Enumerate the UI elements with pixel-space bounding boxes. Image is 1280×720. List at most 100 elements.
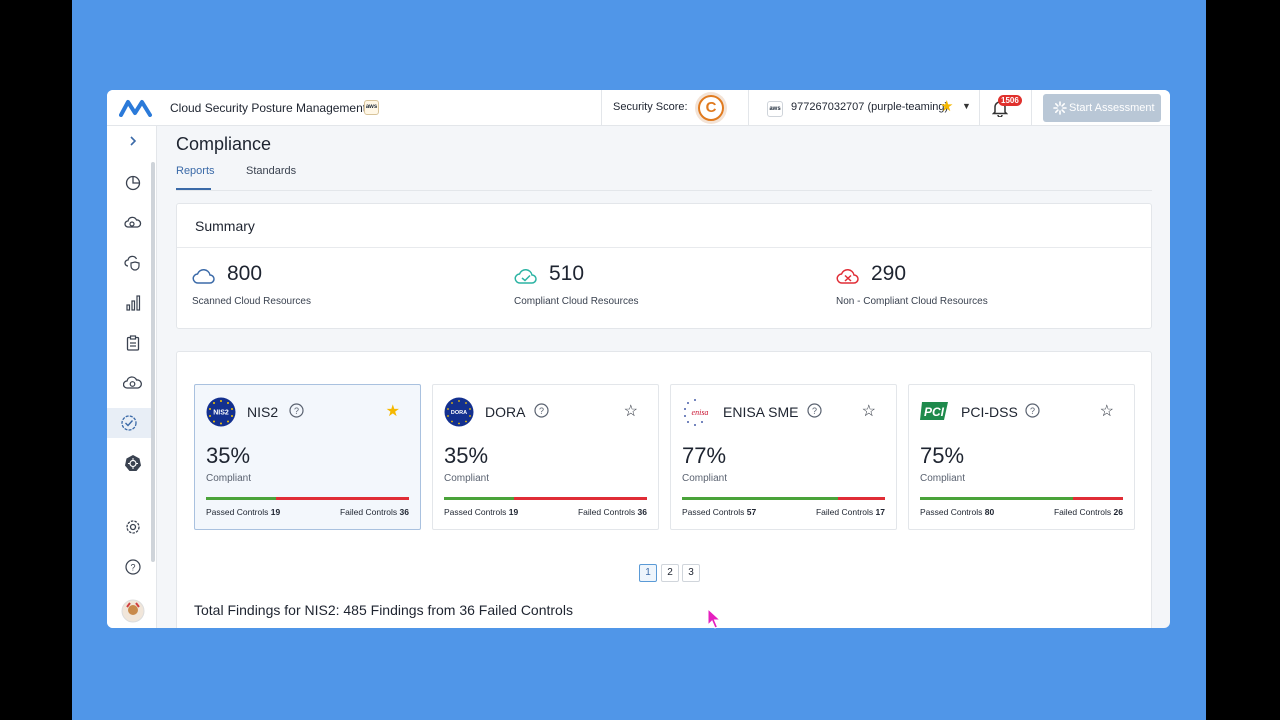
favorite-star-outline-icon[interactable]: ☆ [861, 403, 876, 420]
sidebar-item-reports[interactable] [115, 328, 151, 358]
passed-controls: Passed Controls 19 [206, 507, 281, 517]
total-findings-heading: Total Findings for NIS2: 485 Findings fr… [194, 602, 573, 618]
compliance-progress-bar [682, 497, 885, 500]
nis2-logo-text: NIS2 [213, 410, 229, 417]
kubernetes-icon [125, 455, 141, 471]
main-content: Compliance Reports Standards Summary 800… [158, 126, 1170, 628]
start-assessment-label: Start Assessment [1069, 102, 1155, 114]
stat-label: Compliant Cloud Resources [514, 296, 639, 307]
sidebar-item-settings[interactable] [115, 512, 151, 542]
sidebar-item-kubernetes[interactable] [115, 448, 151, 478]
stat-value: 290 [871, 262, 907, 285]
cloud-search-icon [123, 376, 142, 389]
stat-label: Non - Compliant Cloud Resources [836, 296, 988, 307]
standard-name: DORA [485, 404, 526, 420]
standard-name: NIS2 [247, 404, 279, 420]
sidebar-item-compliance[interactable] [107, 408, 151, 438]
user-avatar[interactable] [115, 596, 151, 626]
sidebar-item-analytics[interactable] [115, 288, 151, 318]
compliant-label: Compliant [920, 473, 966, 484]
compliant-label: Compliant [444, 473, 490, 484]
pagination-page-3[interactable]: 3 [682, 564, 700, 582]
sidebar-item-cloud-discovery[interactable] [115, 368, 151, 398]
pci-logo-icon: PCI [920, 402, 948, 420]
stat-value: 800 [227, 262, 263, 285]
help-icon[interactable]: ? [289, 403, 304, 418]
dora-logo-text: DORA [451, 410, 467, 416]
divider [601, 90, 602, 126]
svg-text:?: ? [539, 406, 544, 416]
passed-controls: Passed Controls 19 [444, 507, 519, 517]
account-favorite-star-icon[interactable]: ★ [940, 98, 954, 115]
favorite-star-outline-icon[interactable]: ☆ [623, 403, 638, 420]
failed-controls: Failed Controls 36 [577, 507, 647, 517]
page-title: Compliance [176, 134, 272, 154]
pie-chart-icon [125, 175, 141, 191]
divider [979, 90, 980, 126]
help-icon[interactable]: ? [1025, 403, 1040, 418]
help-icon[interactable]: ? [534, 403, 549, 418]
tabs-divider [176, 190, 1152, 191]
cloud-icon [192, 268, 215, 284]
sidebar-scrollbar[interactable] [151, 162, 155, 562]
standard-card-dora[interactable]: DORA DORA ? ☆ 35% Compliant Passed Contr… [432, 384, 659, 530]
account-aws-icon: aws [767, 101, 783, 117]
compliance-progress-fill [206, 497, 277, 500]
cloud-x-icon [836, 268, 859, 284]
clipboard-icon [126, 335, 140, 351]
sidebar-expand-chevron-icon[interactable] [115, 126, 151, 156]
passed-controls: Passed Controls 80 [920, 507, 995, 517]
standard-name: PCI-DSS [961, 404, 1018, 420]
sidebar-item-cloud-security[interactable] [115, 248, 151, 278]
tab-reports[interactable]: Reports [176, 165, 215, 177]
favorite-star-outline-icon[interactable]: ☆ [1099, 403, 1114, 420]
account-selector[interactable]: 977267032707 (purple-teaming) [791, 101, 949, 113]
standard-card-pci-dss[interactable]: PCI PCI-DSS ? ☆ 75% Compliant Passed Con… [908, 384, 1135, 530]
tab-standards[interactable]: Standards [246, 165, 297, 177]
notification-count-badge: 1506 [998, 95, 1022, 106]
app-title: Cloud Security Posture Management [170, 101, 367, 115]
compliant-label: Compliant [206, 473, 252, 484]
failed-controls: Failed Controls 36 [339, 507, 409, 517]
summary-panel: Summary 800 Scanned Cloud Resources 510 … [176, 203, 1152, 329]
svg-text:?: ? [812, 406, 817, 416]
favorite-star-icon[interactable]: ★ [385, 403, 400, 420]
standard-card-enisa-sme[interactable]: enisa ENISA SME ? ☆ 77% Compliant Passed… [670, 384, 897, 530]
divider [748, 90, 749, 126]
pagination-page-1[interactable]: 1 [639, 564, 657, 582]
compliance-progress-bar [444, 497, 647, 500]
pagination-page-2[interactable]: 2 [661, 564, 679, 582]
security-score-grade[interactable]: C [698, 95, 724, 121]
account-dropdown-chevron-icon[interactable]: ▼ [962, 101, 971, 111]
sidebar-item-dashboard[interactable] [115, 168, 151, 198]
brand-logo[interactable] [119, 99, 153, 117]
compliance-percent: 35% [206, 443, 251, 468]
sidebar-item-help[interactable]: ? [115, 552, 151, 582]
divider [1031, 90, 1032, 126]
enisa-logo-icon: enisa [684, 399, 708, 426]
svg-text:?: ? [294, 406, 299, 416]
app-window: Cloud Security Posture Management aws Se… [107, 90, 1170, 628]
standards-panel: NIS2 NIS2 ? ★ 35% Compliant Passed Contr… [176, 351, 1152, 628]
cloud-shield-icon [124, 255, 140, 271]
sidebar-item-cloud-settings[interactable] [115, 208, 151, 238]
sidebar: ? [107, 126, 157, 628]
failed-controls: Failed Controls 17 [815, 507, 885, 517]
compliance-percent: 75% [920, 443, 965, 468]
standard-card-nis2[interactable]: NIS2 NIS2 ? ★ 35% Compliant Passed Contr… [194, 384, 421, 530]
failed-controls: Failed Controls 26 [1053, 507, 1123, 517]
cloud-check-icon [514, 268, 537, 284]
svg-text:?: ? [130, 563, 135, 573]
aws-provider-icon: aws [364, 100, 379, 115]
summary-divider [177, 247, 1151, 248]
help-icon: ? [125, 559, 141, 575]
avatar-icon [121, 599, 145, 623]
help-icon[interactable]: ? [807, 403, 822, 418]
compliant-label: Compliant [682, 473, 728, 484]
compliance-progress-fill [682, 497, 839, 500]
active-tab-indicator [176, 188, 211, 190]
compliance-progress-fill [444, 497, 515, 500]
stat-label: Scanned Cloud Resources [192, 296, 311, 307]
nis2-logo-icon: NIS2 [206, 397, 236, 427]
start-assessment-button[interactable]: Start Assessment [1043, 94, 1161, 122]
